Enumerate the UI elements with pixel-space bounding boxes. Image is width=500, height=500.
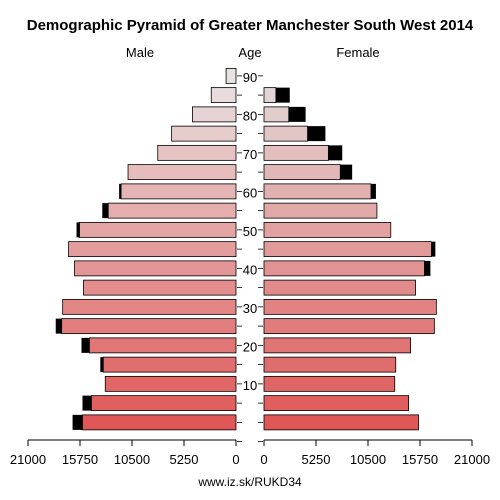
male-excess-bar-5-9 bbox=[82, 395, 92, 411]
axes: 0 0 5250 5250 10500 10500 15750 15750 21000 21000… bbox=[10, 70, 490, 467]
female-bar-55-59 bbox=[263, 202, 378, 219]
male-excess-bar-55-59 bbox=[102, 203, 109, 219]
male-bars bbox=[55, 67, 237, 431]
female-excess-bar-60-64 bbox=[370, 183, 376, 199]
age-tick-label: 10 bbox=[243, 378, 257, 393]
female-label: Female bbox=[336, 45, 379, 60]
age-tick-label: 60 bbox=[243, 185, 257, 200]
source-footer: www.iz.sk/RUKD34 bbox=[198, 475, 302, 489]
male-bar-10-14 bbox=[104, 375, 237, 392]
male-excess-bar-15-19 bbox=[100, 357, 104, 373]
female-bar-45-49 bbox=[263, 241, 432, 258]
male-bar-45-49 bbox=[68, 241, 237, 258]
male-bar-20-24 bbox=[89, 337, 237, 354]
male-bar-90+ bbox=[225, 67, 237, 84]
female-bar-85-89 bbox=[263, 87, 277, 104]
female-x-tick-label: 5250 bbox=[302, 452, 331, 467]
male-x-tick-label: 15750 bbox=[62, 452, 98, 467]
female-bar-5-9 bbox=[263, 395, 410, 412]
female-bars bbox=[263, 87, 437, 431]
chart-title: Demographic Pyramid of Greater Mancheste… bbox=[26, 17, 474, 34]
female-excess-bar-85-89 bbox=[275, 87, 290, 103]
male-excess-bar-25-29 bbox=[55, 318, 62, 334]
female-bar-50-54 bbox=[263, 221, 392, 238]
male-bar-55-59 bbox=[107, 202, 237, 219]
female-x-tick-label: 10500 bbox=[350, 452, 386, 467]
female-bar-75-79 bbox=[263, 125, 308, 142]
female-bar-35-39 bbox=[263, 279, 416, 296]
male-bar-65-69 bbox=[127, 164, 237, 181]
male-excess-bar-0-4 bbox=[72, 414, 83, 430]
male-bar-80-84 bbox=[192, 106, 237, 123]
male-bar-75-79 bbox=[171, 125, 237, 142]
female-x-tick-label: 21000 bbox=[454, 452, 490, 467]
male-bar-40-44 bbox=[74, 260, 237, 277]
male-bar-70-74 bbox=[157, 144, 237, 161]
female-bar-10-14 bbox=[263, 375, 396, 392]
female-x-tick-label: 0 bbox=[260, 452, 267, 467]
female-excess-bar-65-69 bbox=[340, 164, 353, 180]
age-tick-label: 40 bbox=[243, 262, 257, 277]
male-bar-60-64 bbox=[120, 183, 237, 200]
age-tick-label: 70 bbox=[243, 147, 257, 162]
male-bar-25-29 bbox=[61, 318, 237, 335]
male-bar-85-89 bbox=[210, 87, 237, 104]
female-bar-20-24 bbox=[263, 337, 411, 354]
male-x-tick-label: 5250 bbox=[170, 452, 199, 467]
female-excess-bar-75-79 bbox=[307, 126, 326, 142]
male-x-tick-label: 10500 bbox=[114, 452, 150, 467]
age-tick-label: 50 bbox=[243, 224, 257, 239]
female-excess-bar-80-84 bbox=[288, 106, 306, 122]
female-bar-0-4 bbox=[263, 414, 419, 431]
female-bar-25-29 bbox=[263, 318, 435, 335]
female-bar-60-64 bbox=[263, 183, 372, 200]
male-x-tick-label: 21000 bbox=[10, 452, 46, 467]
male-label: Male bbox=[126, 45, 154, 60]
male-bar-30-34 bbox=[62, 298, 237, 315]
age-tick-label: 20 bbox=[243, 339, 257, 354]
male-excess-bar-60-64 bbox=[119, 183, 122, 199]
female-excess-bar-45-49 bbox=[431, 241, 436, 257]
age-tick-label: 90 bbox=[243, 70, 257, 85]
male-excess-bar-50-54 bbox=[76, 222, 80, 238]
age-tick-label: 80 bbox=[243, 108, 257, 123]
population-pyramid-chart: Male Age Female 0 0 5250 5250 10500 10500 1575… bbox=[10, 45, 490, 467]
female-bar-80-84 bbox=[263, 106, 290, 123]
age-label: Age bbox=[238, 45, 261, 60]
female-bar-30-34 bbox=[263, 298, 437, 315]
female-bar-40-44 bbox=[263, 260, 425, 277]
male-excess-bar-20-24 bbox=[81, 337, 90, 353]
male-x-tick-label: 0 bbox=[232, 452, 239, 467]
male-bar-5-9 bbox=[90, 395, 237, 412]
female-bar-15-19 bbox=[263, 356, 397, 373]
female-excess-bar-70-74 bbox=[328, 145, 343, 161]
female-excess-bar-40-44 bbox=[424, 260, 431, 276]
female-bar-70-74 bbox=[263, 144, 329, 161]
male-bar-50-54 bbox=[79, 221, 237, 238]
male-bar-35-39 bbox=[83, 279, 237, 296]
female-bar-65-69 bbox=[263, 164, 341, 181]
age-tick-label: 30 bbox=[243, 301, 257, 316]
male-bar-15-19 bbox=[102, 356, 237, 373]
male-bar-0-4 bbox=[82, 414, 237, 431]
female-x-tick-label: 15750 bbox=[402, 452, 438, 467]
